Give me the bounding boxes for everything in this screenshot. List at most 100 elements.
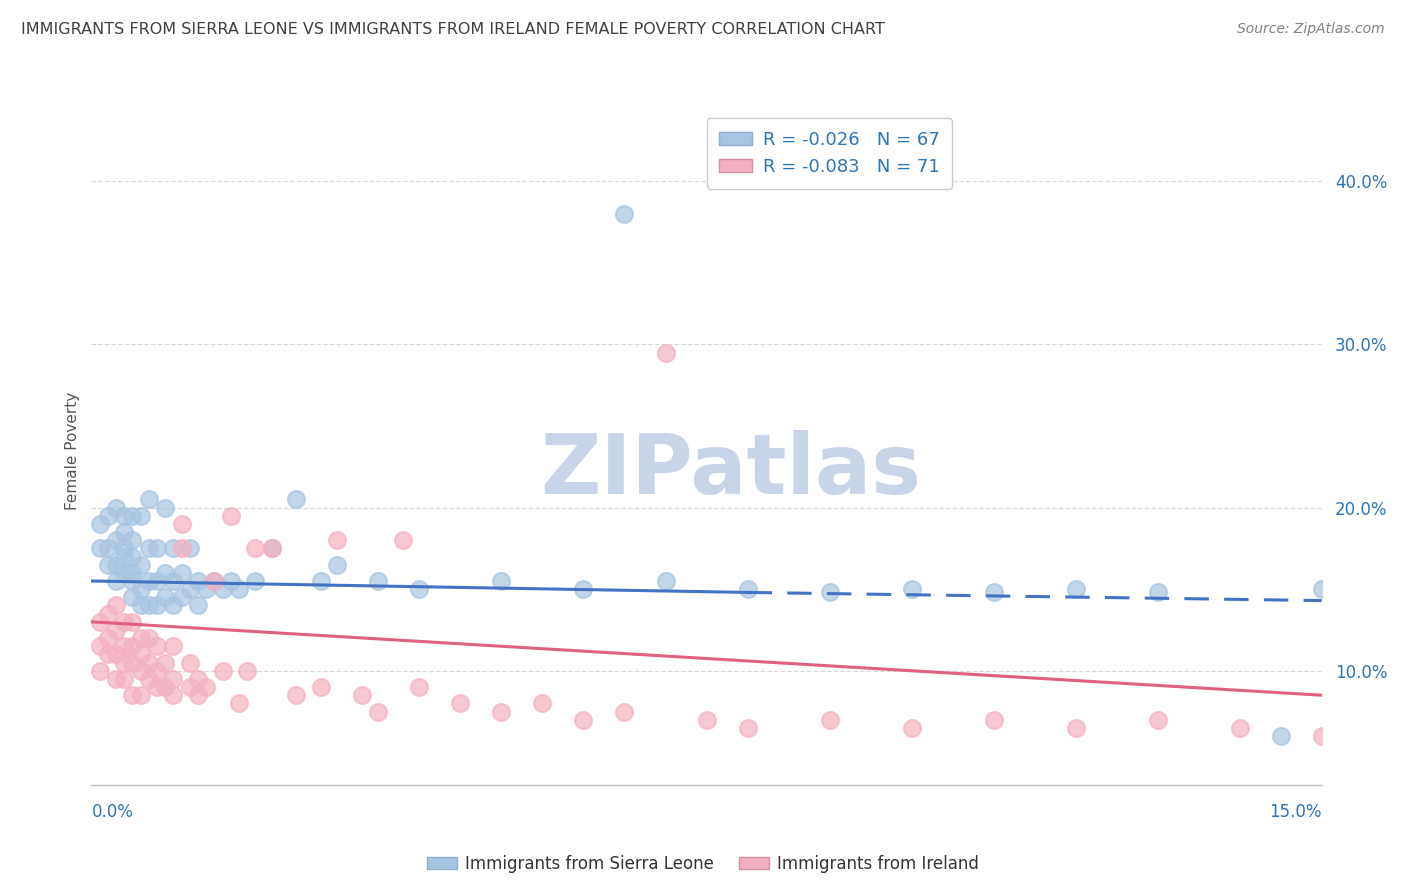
Point bbox=[112, 672, 135, 686]
Point bbox=[179, 582, 201, 596]
Point bbox=[162, 574, 184, 588]
Point bbox=[112, 524, 135, 539]
Point bbox=[179, 656, 201, 670]
Point bbox=[260, 541, 283, 556]
Point bbox=[146, 541, 169, 556]
Point bbox=[695, 713, 717, 727]
Point bbox=[162, 672, 184, 686]
Point bbox=[146, 680, 169, 694]
Point bbox=[219, 574, 242, 588]
Point bbox=[900, 721, 922, 735]
Point bbox=[153, 566, 177, 580]
Point bbox=[572, 582, 595, 596]
Legend: R = -0.026   N = 67, R = -0.083   N = 71: R = -0.026 N = 67, R = -0.083 N = 71 bbox=[707, 119, 952, 188]
Point bbox=[613, 207, 636, 221]
Point bbox=[121, 640, 143, 654]
Point bbox=[228, 697, 250, 711]
Point bbox=[1064, 582, 1087, 596]
Point bbox=[285, 688, 308, 702]
Point bbox=[97, 508, 120, 523]
Point bbox=[900, 582, 922, 596]
Point bbox=[245, 574, 267, 588]
Point bbox=[392, 533, 415, 548]
Point bbox=[309, 680, 332, 694]
Point bbox=[121, 591, 143, 605]
Point bbox=[195, 680, 218, 694]
Point bbox=[195, 582, 218, 596]
Point bbox=[1146, 585, 1168, 599]
Point bbox=[129, 648, 152, 662]
Point bbox=[153, 680, 177, 694]
Point bbox=[202, 574, 225, 588]
Point bbox=[162, 688, 184, 702]
Point bbox=[1064, 721, 1087, 735]
Point bbox=[121, 508, 143, 523]
Point bbox=[97, 648, 120, 662]
Point bbox=[1327, 729, 1350, 743]
Point bbox=[138, 656, 160, 670]
Point bbox=[352, 688, 374, 702]
Point bbox=[170, 591, 193, 605]
Point bbox=[1351, 729, 1374, 743]
Point bbox=[146, 664, 169, 678]
Point bbox=[138, 541, 160, 556]
Point bbox=[818, 585, 841, 599]
Point bbox=[112, 656, 135, 670]
Point bbox=[260, 541, 283, 556]
Point bbox=[1310, 729, 1333, 743]
Point bbox=[326, 558, 349, 572]
Point bbox=[138, 492, 160, 507]
Point bbox=[112, 566, 135, 580]
Point bbox=[737, 721, 759, 735]
Point bbox=[89, 664, 111, 678]
Point bbox=[138, 574, 160, 588]
Point bbox=[121, 533, 143, 548]
Point bbox=[112, 541, 135, 556]
Point bbox=[367, 574, 389, 588]
Point bbox=[211, 582, 233, 596]
Point bbox=[89, 640, 111, 654]
Point bbox=[97, 541, 120, 556]
Point bbox=[121, 688, 143, 702]
Point bbox=[97, 607, 120, 621]
Point bbox=[138, 631, 160, 645]
Point bbox=[153, 656, 177, 670]
Point bbox=[408, 680, 430, 694]
Point bbox=[121, 566, 143, 580]
Point bbox=[105, 623, 127, 637]
Point bbox=[491, 705, 513, 719]
Point bbox=[326, 533, 349, 548]
Point bbox=[146, 599, 169, 613]
Point bbox=[202, 574, 225, 588]
Point bbox=[105, 574, 127, 588]
Point bbox=[89, 516, 111, 531]
Text: IMMIGRANTS FROM SIERRA LEONE VS IMMIGRANTS FROM IRELAND FEMALE POVERTY CORRELATI: IMMIGRANTS FROM SIERRA LEONE VS IMMIGRAN… bbox=[21, 22, 884, 37]
Legend: Immigrants from Sierra Leone, Immigrants from Ireland: Immigrants from Sierra Leone, Immigrants… bbox=[420, 848, 986, 880]
Point bbox=[367, 705, 389, 719]
Point bbox=[179, 680, 201, 694]
Point bbox=[654, 345, 676, 359]
Point bbox=[236, 664, 259, 678]
Point bbox=[121, 549, 143, 564]
Point bbox=[449, 697, 471, 711]
Point bbox=[818, 713, 841, 727]
Point bbox=[105, 533, 127, 548]
Point bbox=[219, 508, 242, 523]
Point bbox=[121, 656, 143, 670]
Point bbox=[89, 615, 111, 629]
Point bbox=[112, 508, 135, 523]
Point bbox=[1310, 582, 1333, 596]
Point bbox=[187, 672, 209, 686]
Point bbox=[162, 541, 184, 556]
Point bbox=[245, 541, 267, 556]
Point bbox=[129, 508, 152, 523]
Point bbox=[112, 640, 135, 654]
Point bbox=[1146, 713, 1168, 727]
Point bbox=[170, 541, 193, 556]
Point bbox=[531, 697, 554, 711]
Point bbox=[187, 574, 209, 588]
Point bbox=[1270, 729, 1292, 743]
Point bbox=[170, 516, 193, 531]
Point bbox=[153, 500, 177, 515]
Point bbox=[138, 599, 160, 613]
